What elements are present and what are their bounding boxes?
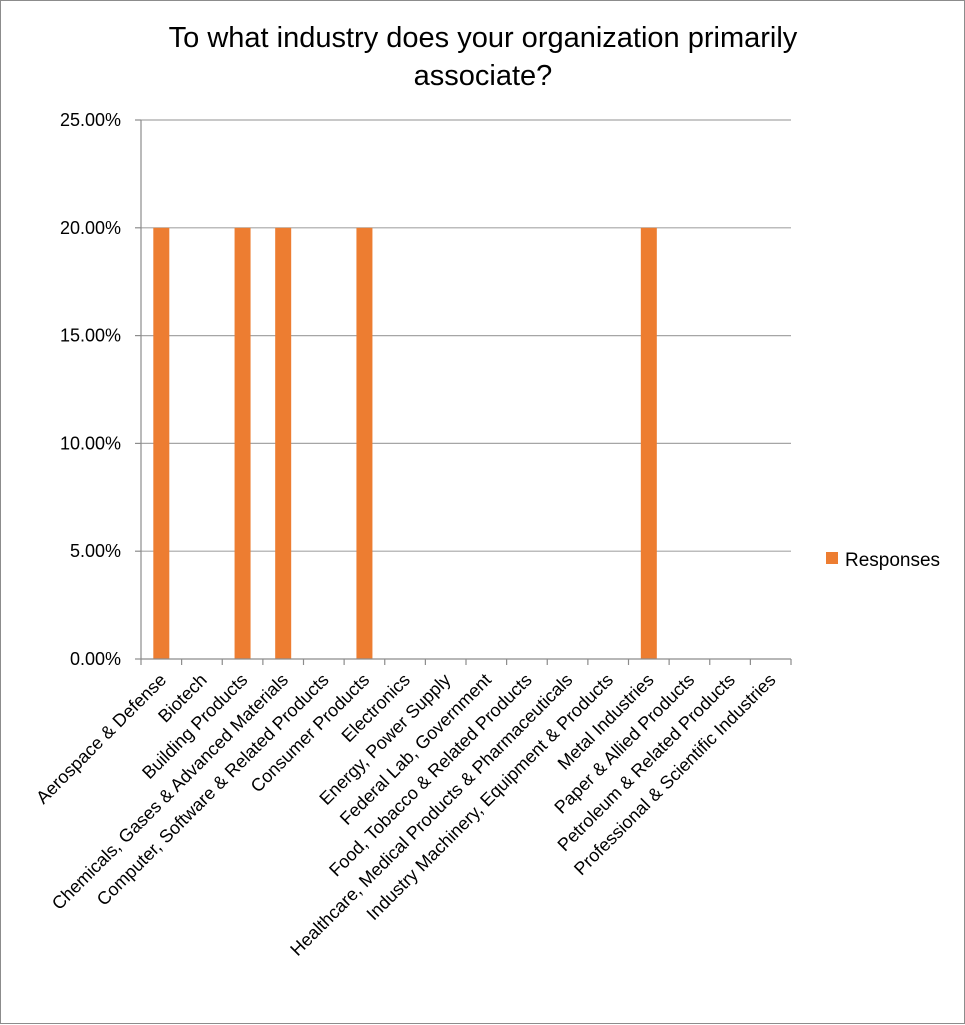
legend-swatch-responses [826,552,838,564]
y-tick-label: 0.00% [70,649,121,669]
bar-12 [640,227,657,660]
y-tick-label: 5.00% [70,541,121,561]
y-tick-label: 15.00% [60,326,121,346]
y-tick-labels: 0.00% 5.00% 10.00% 15.00% 20.00% 25.00% [60,110,121,669]
bar-0 [153,227,170,660]
legend: Responses [826,550,940,571]
y-tick-label: 20.00% [60,218,121,238]
bar-5 [356,227,373,660]
bar-3 [275,227,292,660]
x-category-label: Aerospace & Defense [32,670,170,808]
gridlines [135,119,791,660]
chart-title-line-2: associate? [414,60,553,92]
legend-label-responses: Responses [845,550,940,571]
chart-title-line-1: To what industry does your organization … [169,22,798,54]
y-tick-label: 25.00% [60,110,121,130]
bars [153,227,657,660]
axes [140,120,792,665]
y-tick-label: 10.00% [60,433,121,453]
bar-2 [234,227,251,660]
